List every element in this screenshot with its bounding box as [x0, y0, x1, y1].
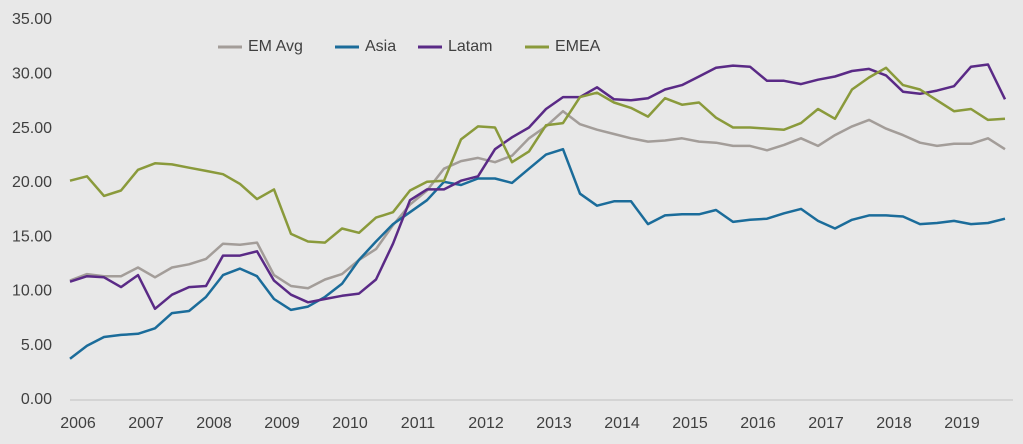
x-tick-label: 2010: [332, 415, 368, 432]
x-tick-label: 2013: [536, 415, 572, 432]
y-tick-label: 5.00: [21, 337, 52, 354]
x-tick-label: 2008: [196, 415, 232, 432]
legend-label: EMEA: [555, 38, 601, 55]
legend-label: Asia: [365, 38, 396, 55]
series-line: [69, 147, 1006, 360]
x-tick-label: 2015: [672, 415, 708, 432]
series-line: [69, 63, 1007, 311]
y-tick-label: 30.00: [12, 66, 52, 83]
y-tick-label: 10.00: [12, 283, 52, 300]
x-tick-label: 2014: [604, 415, 640, 432]
x-tick-label: 2019: [944, 415, 980, 432]
x-tick-label: 2007: [128, 415, 164, 432]
y-tick-label: 35.00: [12, 11, 52, 28]
y-tick-label: 20.00: [12, 174, 52, 191]
y-tick-label: 25.00: [12, 120, 52, 137]
legend-label: EM Avg: [248, 38, 303, 55]
x-tick-label: 2012: [468, 415, 504, 432]
y-tick-label: 15.00: [12, 228, 52, 245]
legend-label: Latam: [448, 38, 492, 55]
y-tick-label: 0.00: [21, 391, 52, 408]
x-tick-label: 2018: [876, 415, 912, 432]
x-tick-label: 2009: [264, 415, 300, 432]
x-tick-label: 2016: [740, 415, 776, 432]
x-tick-label: 2006: [60, 415, 96, 432]
x-tick-label: 2011: [401, 415, 436, 432]
series-line: [69, 109, 1006, 290]
x-tick-label: 2017: [808, 415, 844, 432]
series-line: [69, 66, 1006, 244]
